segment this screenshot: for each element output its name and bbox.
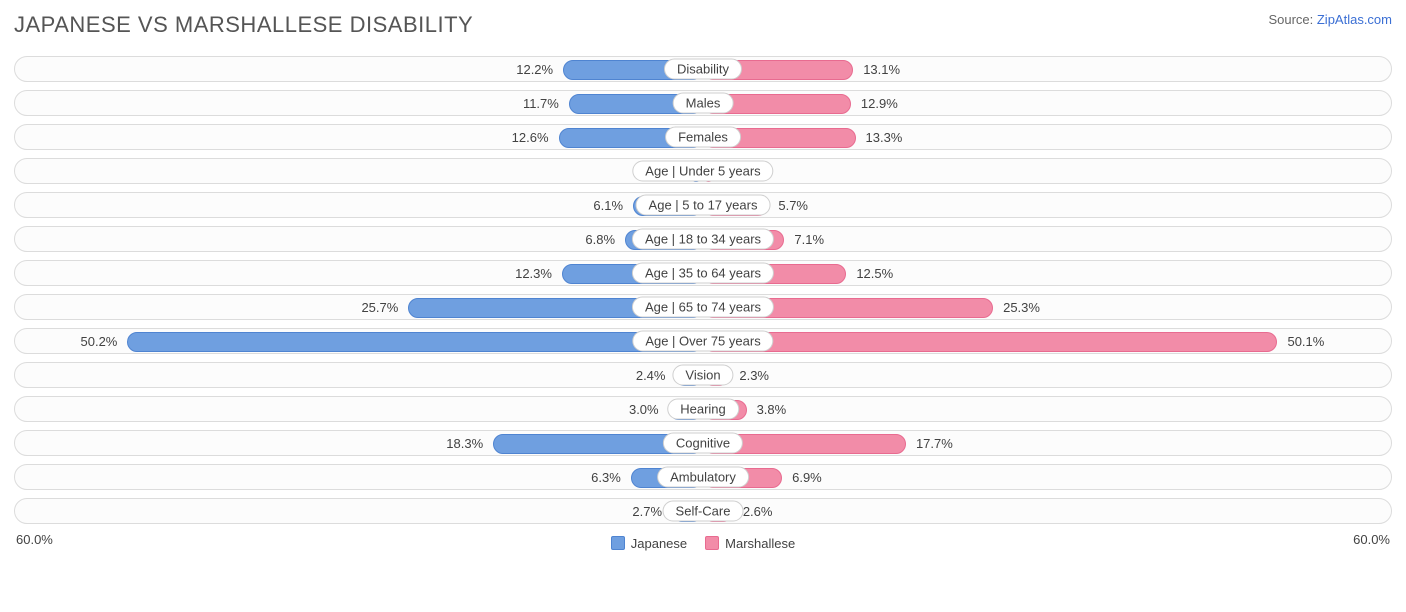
value-japanese: 6.1% bbox=[593, 193, 623, 219]
value-marshallese: 17.7% bbox=[916, 431, 953, 457]
category-label: Males bbox=[673, 93, 734, 114]
legend-label-marshallese: Marshallese bbox=[725, 536, 795, 551]
chart-row: 50.2% 50.1% Age | Over 75 years bbox=[14, 328, 1392, 354]
value-marshallese: 2.3% bbox=[739, 363, 769, 389]
bar-marshallese bbox=[703, 332, 1277, 352]
chart-row: 6.1% 5.7% Age | 5 to 17 years bbox=[14, 192, 1392, 218]
value-marshallese: 25.3% bbox=[1003, 295, 1040, 321]
legend-item-marshallese: Marshallese bbox=[705, 536, 795, 551]
source-label: Source: ZipAtlas.com bbox=[1268, 12, 1392, 27]
category-label: Hearing bbox=[667, 399, 739, 420]
category-label: Females bbox=[665, 127, 741, 148]
chart-row: 6.8% 7.1% Age | 18 to 34 years bbox=[14, 226, 1392, 252]
chart-row: 12.3% 12.5% Age | 35 to 64 years bbox=[14, 260, 1392, 286]
legend-swatch-marshallese bbox=[705, 536, 719, 550]
chart-row: 6.3% 6.9% Ambulatory bbox=[14, 464, 1392, 490]
source-link[interactable]: ZipAtlas.com bbox=[1317, 12, 1392, 27]
legend-swatch-japanese bbox=[611, 536, 625, 550]
bar-japanese bbox=[127, 332, 703, 352]
category-label: Age | 35 to 64 years bbox=[632, 263, 774, 284]
category-label: Self-Care bbox=[663, 501, 744, 522]
value-japanese: 2.7% bbox=[632, 499, 662, 525]
value-marshallese: 12.5% bbox=[856, 261, 893, 287]
value-marshallese: 5.7% bbox=[778, 193, 808, 219]
chart-title: JAPANESE VS MARSHALLESE DISABILITY bbox=[14, 12, 473, 38]
value-marshallese: 7.1% bbox=[794, 227, 824, 253]
category-label: Ambulatory bbox=[657, 467, 749, 488]
chart-row: 12.2% 13.1% Disability bbox=[14, 56, 1392, 82]
chart-row: 2.7% 2.6%Self-Care bbox=[14, 498, 1392, 524]
category-label: Age | 65 to 74 years bbox=[632, 297, 774, 318]
value-japanese: 3.0% bbox=[629, 397, 659, 423]
source-prefix: Source: bbox=[1268, 12, 1316, 27]
value-marshallese: 3.8% bbox=[757, 397, 787, 423]
chart-row: 1.2%0.94%Age | Under 5 years bbox=[14, 158, 1392, 184]
value-marshallese: 12.9% bbox=[861, 91, 898, 117]
value-marshallese: 6.9% bbox=[792, 465, 822, 491]
diverging-bar-chart: 12.2% 13.1% Disability 11.7% 12.9% Males 12.6%… bbox=[14, 56, 1392, 524]
value-marshallese: 13.1% bbox=[863, 57, 900, 83]
legend-label-japanese: Japanese bbox=[631, 536, 687, 551]
chart-row: 2.4% 2.3% Vision bbox=[14, 362, 1392, 388]
value-japanese: 11.7% bbox=[523, 91, 559, 117]
category-label: Disability bbox=[664, 59, 742, 80]
value-japanese: 12.3% bbox=[515, 261, 552, 287]
category-label: Cognitive bbox=[663, 433, 743, 454]
category-label: Vision bbox=[672, 365, 733, 386]
value-marshallese: 50.1% bbox=[1287, 329, 1324, 355]
value-japanese: 6.3% bbox=[591, 465, 621, 491]
chart-row: 18.3% 17.7% Cognitive bbox=[14, 430, 1392, 456]
axis-end-right: 60.0% bbox=[1353, 532, 1390, 547]
value-marshallese: 13.3% bbox=[866, 125, 903, 151]
legend: Japanese Marshallese bbox=[611, 536, 795, 551]
legend-item-japanese: Japanese bbox=[611, 536, 687, 551]
category-label: Age | Under 5 years bbox=[632, 161, 773, 182]
category-label: Age | 18 to 34 years bbox=[632, 229, 774, 250]
category-label: Age | Over 75 years bbox=[632, 331, 773, 352]
category-label: Age | 5 to 17 years bbox=[636, 195, 771, 216]
value-japanese: 12.6% bbox=[512, 125, 549, 151]
value-japanese: 2.4% bbox=[636, 363, 666, 389]
value-marshallese: 2.6% bbox=[743, 499, 773, 525]
value-japanese: 12.2% bbox=[516, 57, 553, 83]
chart-row: 12.6% 13.3% Females bbox=[14, 124, 1392, 150]
chart-row: 3.0% 3.8% Hearing bbox=[14, 396, 1392, 422]
value-japanese: 25.7% bbox=[361, 295, 398, 321]
axis-end-left: 60.0% bbox=[16, 532, 53, 547]
chart-row: 11.7% 12.9% Males bbox=[14, 90, 1392, 116]
value-japanese: 6.8% bbox=[585, 227, 615, 253]
chart-row: 25.7% 25.3% Age | 65 to 74 years bbox=[14, 294, 1392, 320]
value-japanese: 18.3% bbox=[446, 431, 483, 457]
value-japanese: 50.2% bbox=[81, 329, 118, 355]
